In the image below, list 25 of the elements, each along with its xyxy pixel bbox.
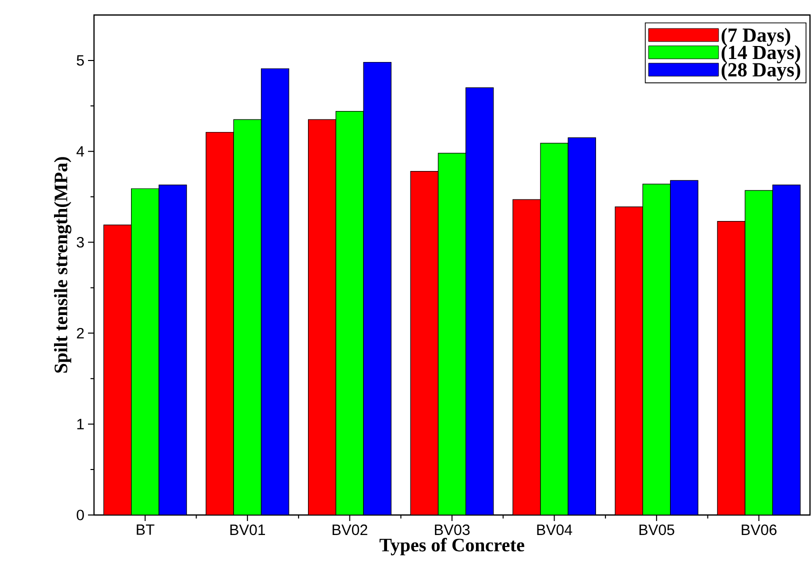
x-tick-label: BV04	[537, 524, 572, 536]
y-tick-label: 4	[76, 146, 84, 156]
x-tick-label: BV05	[640, 524, 674, 536]
bar	[466, 87, 494, 515]
x-tick-label: BV06	[742, 524, 776, 536]
x-tick-label: BT	[136, 524, 154, 535]
y-tick-label: 1	[77, 418, 84, 430]
bar	[772, 184, 801, 515]
x-axis-title: Types of Concrete	[380, 538, 524, 556]
x-tick-label: BV02	[332, 524, 368, 536]
x-tick-label: BV01	[230, 524, 265, 536]
x-tick-label: BV03	[434, 524, 470, 536]
bar	[158, 184, 187, 515]
y-tick-label: 3	[76, 236, 84, 248]
bar	[363, 62, 392, 515]
y-tick-label: 2	[76, 328, 84, 338]
bar	[670, 180, 698, 515]
bar	[568, 137, 596, 515]
legend-label: (14 Days)	[722, 45, 800, 64]
bar	[260, 68, 290, 515]
y-tick-label: 5	[76, 55, 84, 66]
legend-label: (7 Days)	[722, 28, 790, 46]
y-tick-label: 0	[76, 510, 84, 520]
legend-label: (28 Days)	[722, 62, 800, 81]
y-axis-title: Spilt tensile strength(MPa)	[54, 157, 72, 373]
